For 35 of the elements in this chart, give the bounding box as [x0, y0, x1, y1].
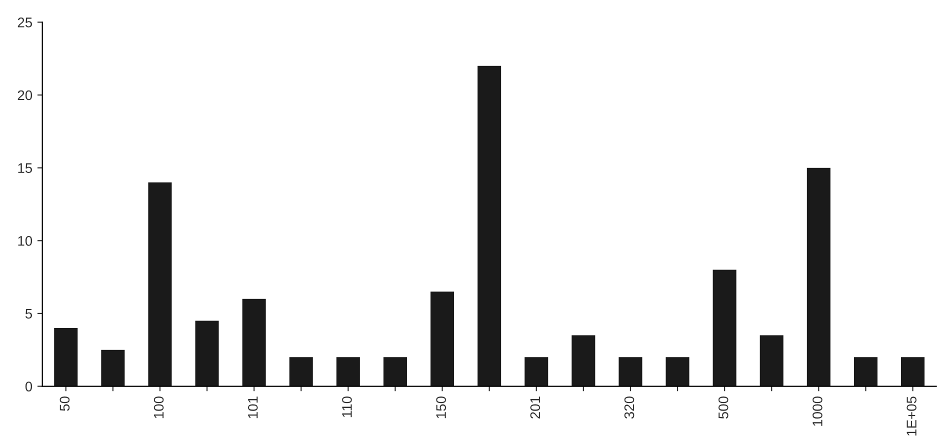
bar [666, 357, 690, 386]
bar [854, 357, 878, 386]
bar [430, 292, 454, 386]
bar [806, 168, 830, 386]
bar [289, 357, 313, 386]
x-tick-label: 500 [718, 396, 728, 419]
bar [478, 66, 502, 386]
y-tick-label: 20 [18, 90, 32, 100]
y-tick-label: 25 [18, 18, 32, 28]
x-tick-label: 50 [60, 396, 70, 411]
x-tick-label: 1E+05 [906, 396, 916, 436]
bar [901, 357, 925, 386]
bar [242, 298, 266, 386]
x-tick-label: 150 [436, 396, 446, 418]
bar [524, 357, 548, 386]
x-tick-label: 101 [248, 396, 258, 418]
bar [336, 357, 360, 386]
bar [712, 270, 736, 386]
bar [572, 335, 596, 386]
y-tick-label: 10 [18, 236, 32, 246]
y-tick-label: 5 [25, 308, 32, 319]
y-tick-label: 15 [18, 163, 32, 173]
bar [148, 182, 172, 386]
y-tick-label: 0 [25, 382, 32, 392]
bar [195, 320, 219, 386]
bar [618, 357, 642, 386]
bar [101, 350, 125, 386]
x-tick-label: 100 [154, 396, 164, 418]
x-tick-label: 201 [530, 396, 540, 418]
bar [760, 335, 784, 386]
x-tick-label: 110 [342, 396, 352, 418]
bar [54, 328, 78, 386]
x-tick-label: 1000 [812, 396, 822, 426]
bar [383, 357, 407, 386]
x-tick-label: 320 [624, 396, 634, 419]
